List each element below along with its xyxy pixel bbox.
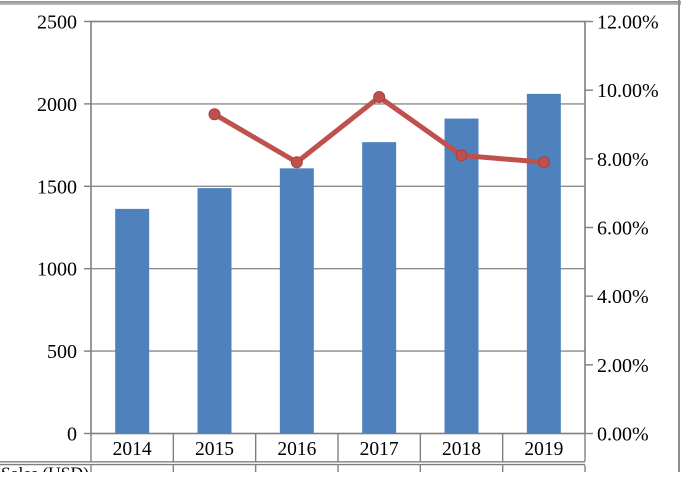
- bar-2016: [279, 168, 314, 434]
- bar-2015: [197, 188, 232, 434]
- line-marker: [208, 108, 221, 121]
- table-partial-row-label: Sales (USD): [1, 464, 89, 473]
- table-year-label: 2019: [524, 439, 563, 460]
- table-year-label: 2017: [360, 439, 399, 460]
- right-axis-label: 8.00%: [597, 149, 649, 171]
- bar-2018: [444, 118, 479, 434]
- table-year-label: 2014: [113, 439, 152, 460]
- right-axis-label: 0.00%: [597, 424, 649, 446]
- left-axis-label: 2500: [37, 12, 77, 34]
- right-border-line: [678, 0, 680, 472]
- left-axis-label: 0: [67, 424, 77, 446]
- line-marker: [290, 156, 303, 169]
- right-axis-label: 2.00%: [597, 355, 649, 377]
- right-axis-label: 4.00%: [597, 286, 649, 308]
- right-axis-label: 10.00%: [597, 80, 659, 102]
- line-marker: [373, 91, 386, 104]
- right-axis-label: 12.00%: [597, 12, 659, 34]
- left-axis-label: 500: [47, 341, 77, 363]
- line-marker: [537, 156, 550, 169]
- top-border-line: [0, 1, 681, 5]
- plot-border: [90, 20, 586, 435]
- left-axis-label: 2000: [37, 94, 77, 116]
- table-year-label: 2016: [277, 439, 316, 460]
- bar-2017: [362, 142, 397, 434]
- left-axis-label: 1000: [37, 259, 77, 281]
- line-marker: [455, 149, 468, 162]
- left-axis-label: 1500: [37, 176, 77, 198]
- right-axis-label: 6.00%: [597, 218, 649, 240]
- table-year-label: 2018: [442, 439, 481, 460]
- table-year-label: 2015: [195, 439, 234, 460]
- bar-2014: [115, 208, 150, 434]
- bar-2019: [526, 93, 561, 434]
